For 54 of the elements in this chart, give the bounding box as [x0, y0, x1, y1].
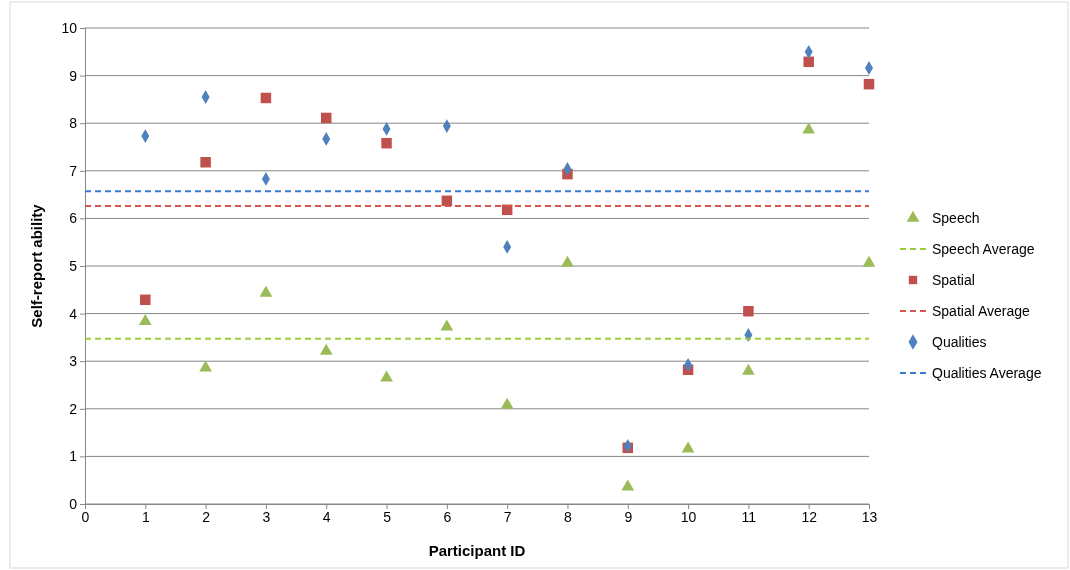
- point: [742, 363, 755, 375]
- x-tick-label: 5: [383, 508, 392, 525]
- legend-label: Spatial Average: [932, 303, 1031, 319]
- y-axis-title: Self-report ability: [28, 203, 45, 328]
- point: [260, 92, 272, 104]
- legend-label: Qualities: [932, 334, 987, 350]
- legend-label: Speech: [932, 210, 980, 226]
- y-tick-label: 10: [61, 19, 78, 36]
- point: [863, 78, 875, 90]
- y-tick-label: 1: [69, 448, 78, 465]
- x-tick-label: 2: [202, 508, 211, 525]
- point: [803, 56, 814, 68]
- point: [140, 294, 151, 306]
- x-tick-label: 11: [741, 508, 757, 525]
- point: [440, 319, 454, 331]
- y-tick-label: 5: [69, 257, 78, 274]
- point: [138, 313, 152, 325]
- x-tick-label: 8: [564, 508, 573, 525]
- x-tick-label: 1: [141, 508, 150, 525]
- legend-label: Speech Average: [932, 241, 1035, 257]
- point: [862, 255, 876, 267]
- point: [621, 479, 635, 491]
- x-tick-label: 4: [322, 508, 331, 525]
- y-tick-label: 0: [69, 495, 78, 512]
- point: [199, 360, 212, 372]
- x-tick-label: 12: [801, 508, 818, 525]
- point: [500, 397, 514, 409]
- x-tick-label: 9: [624, 508, 633, 525]
- point: [259, 285, 273, 297]
- x-tick-label: 6: [443, 508, 452, 525]
- y-tick-label: 8: [69, 115, 78, 132]
- point: [381, 137, 392, 149]
- y-tick-label: 4: [69, 305, 78, 322]
- x-tick-label: 10: [680, 508, 697, 525]
- point: [561, 255, 574, 267]
- point: [320, 112, 332, 124]
- y-tick-label: 3: [69, 353, 78, 370]
- legend-label: Qualities Average: [932, 365, 1042, 381]
- point: [681, 441, 695, 453]
- y-tick-label: 7: [69, 162, 78, 179]
- point: [743, 305, 754, 317]
- x-tick-label: 0: [81, 508, 90, 525]
- point: [319, 343, 333, 355]
- point: [200, 156, 211, 168]
- point: [802, 122, 816, 134]
- x-tick-label: 3: [262, 508, 271, 525]
- legend-label: Spatial: [932, 272, 975, 288]
- y-tick-label: 2: [69, 400, 78, 417]
- x-axis-title: Participant ID: [428, 542, 526, 559]
- x-tick-label: 7: [503, 508, 512, 525]
- point: [380, 370, 393, 382]
- x-tick-label: 13: [861, 508, 878, 525]
- y-tick-label: 6: [69, 210, 78, 227]
- y-tick-label: 9: [69, 67, 78, 84]
